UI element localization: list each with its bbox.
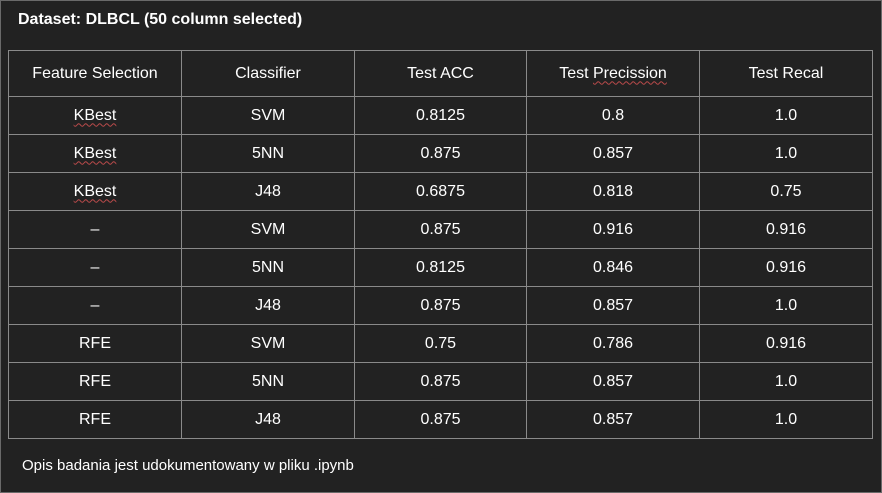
header-row: Feature Selection Classifier Test ACC Te… (8, 50, 873, 97)
feature-selection-cell: KBest (8, 134, 182, 173)
test-recall-cell: 0.916 (699, 248, 873, 287)
header-feature-selection: Feature Selection (8, 50, 182, 97)
test-acc-cell: 0.875 (354, 210, 527, 249)
test-precision-cell: 0.857 (526, 400, 700, 439)
test-recall-cell: 0.916 (699, 324, 873, 363)
table-row: RFE SVM 0.75 0.786 0.916 (8, 324, 873, 363)
header-test-precision-prefix: Test (559, 64, 593, 82)
test-precision-cell: 0.857 (526, 362, 700, 401)
table-row: KBest J48 0.6875 0.818 0.75 (8, 172, 873, 211)
feature-selection-cell: KBest (8, 172, 182, 211)
feature-selection-cell: – (8, 286, 182, 325)
classifier-cell: 5NN (181, 134, 355, 173)
header-test-recall: Test Recal (699, 50, 873, 97)
test-acc-cell: 0.875 (354, 362, 527, 401)
feature-selection-cell: RFE (8, 324, 182, 363)
test-acc-cell: 0.8125 (354, 248, 527, 287)
test-precision-cell: 0.916 (526, 210, 700, 249)
results-table: Feature Selection Classifier Test ACC Te… (8, 50, 873, 439)
classifier-cell: J48 (181, 172, 355, 211)
table-row: RFE 5NN 0.875 0.857 1.0 (8, 362, 873, 401)
test-precision-cell: 0.818 (526, 172, 700, 211)
test-recall-cell: 1.0 (699, 134, 873, 173)
feature-selection-text: KBest (73, 144, 117, 162)
classifier-cell: 5NN (181, 362, 355, 401)
classifier-cell: SVM (181, 96, 355, 135)
test-recall-cell: 1.0 (699, 286, 873, 325)
classifier-cell: SVM (181, 210, 355, 249)
header-test-precision-word: Precission (592, 64, 667, 82)
feature-selection-cell: RFE (8, 400, 182, 439)
header-test-acc: Test ACC (354, 50, 527, 97)
header-classifier: Classifier (181, 50, 355, 97)
classifier-cell: SVM (181, 324, 355, 363)
feature-selection-text: KBest (73, 106, 117, 124)
feature-selection-cell: KBest (8, 96, 182, 135)
classifier-cell: J48 (181, 286, 355, 325)
test-acc-cell: 0.6875 (354, 172, 527, 211)
feature-selection-cell: RFE (8, 362, 182, 401)
test-precision-cell: 0.857 (526, 286, 700, 325)
header-test-precision: Test Precission (526, 50, 700, 97)
table-row: KBest 5NN 0.875 0.857 1.0 (8, 134, 873, 173)
test-acc-cell: 0.875 (354, 400, 527, 439)
table-row: – SVM 0.875 0.916 0.916 (8, 210, 873, 249)
test-acc-cell: 0.875 (354, 286, 527, 325)
classifier-cell: J48 (181, 400, 355, 439)
test-recall-cell: 0.916 (699, 210, 873, 249)
test-acc-cell: 0.875 (354, 134, 527, 173)
page-title: Dataset: DLBCL (50 column selected) (18, 11, 303, 28)
test-acc-cell: 0.75 (354, 324, 527, 363)
table-row: –5NN 0.8125 0.846 0.916 (8, 248, 873, 287)
table-row: – J48 0.875 0.857 1.0 (8, 286, 873, 325)
feature-selection-text: KBest (73, 182, 117, 200)
test-recall-cell: 1.0 (699, 400, 873, 439)
test-precision-cell: 0.8 (526, 96, 700, 135)
test-precision-cell: 0.846 (526, 248, 700, 287)
test-acc-cell: 0.8125 (354, 96, 527, 135)
table-row: RFE J48 0.875 0.857 1.0 (8, 400, 873, 439)
table-header: Feature Selection Classifier Test ACC Te… (8, 50, 873, 97)
feature-selection-cell: – (8, 210, 182, 249)
test-recall-cell: 1.0 (699, 96, 873, 135)
test-precision-cell: 0.857 (526, 134, 700, 173)
footer-note: Opis badania jest udokumentowany w pliku… (22, 457, 354, 474)
feature-selection-cell: – (8, 248, 182, 287)
table-body: KBest SVM 0.8125 0.8 1.0 KBest 5NN 0.875 0.857 1.… (8, 96, 873, 439)
table-row: KBest SVM 0.8125 0.8 1.0 (8, 96, 873, 135)
test-precision-cell: 0.786 (526, 324, 700, 363)
test-recall-cell: 0.75 (699, 172, 873, 211)
classifier-cell: 5NN (181, 248, 355, 287)
test-recall-cell: 1.0 (699, 362, 873, 401)
